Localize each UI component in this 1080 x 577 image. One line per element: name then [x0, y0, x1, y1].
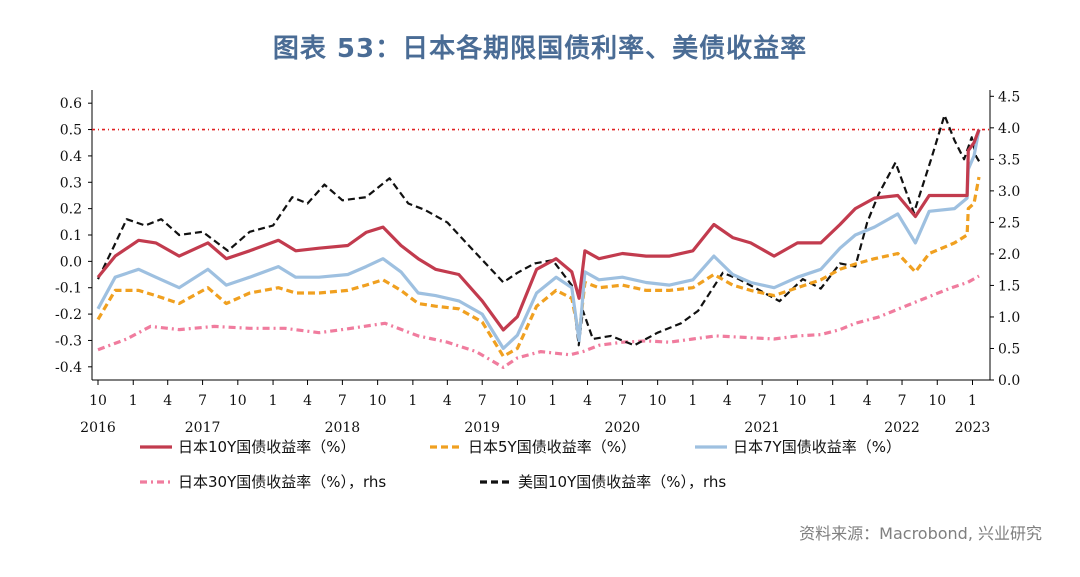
x-tick-label: 1 [129, 393, 138, 409]
year-label: 2023 [955, 420, 991, 436]
legend-label: 日本10Y国债收益率（%） [178, 438, 356, 456]
x-tick-label: 4 [583, 393, 592, 409]
series-line-0 [96, 128, 981, 332]
right-tick-label: 1.0 [998, 310, 1020, 326]
x-tick-label: 10 [789, 393, 807, 409]
right-tick-label: 3.0 [998, 184, 1020, 200]
year-label: 2016 [80, 420, 116, 436]
x-tick-label: 4 [303, 393, 312, 409]
x-tick-label: 7 [618, 393, 627, 409]
year-label: 2017 [185, 420, 221, 436]
chart-legend: 日本10Y国债收益率（%） 日本5Y国债收益率（%） 日本7Y国债收益率（%） 日本3… [140, 438, 901, 491]
x-tick-label: 7 [478, 393, 487, 409]
left-tick-label: 0.2 [60, 202, 82, 218]
right-tick-label: 2.5 [998, 215, 1020, 231]
x-tick-label: 1 [269, 393, 278, 409]
right-tick-label: 3.5 [998, 152, 1020, 168]
x-tick-label: 7 [338, 393, 347, 409]
right-tick-label: 0.5 [998, 341, 1020, 357]
x-tick-label: 1 [408, 393, 417, 409]
legend-label: 日本30Y国债收益率（%），rhs [178, 473, 386, 491]
right-tick-label: 2.0 [998, 247, 1020, 263]
x-tick-label: 4 [163, 393, 172, 409]
left-tick-label: 0.1 [60, 228, 82, 244]
series-line-2 [96, 129, 981, 350]
right-tick-label: 1.5 [998, 278, 1020, 294]
left-tick-label: 0.4 [60, 149, 82, 165]
right-tick-label: 4.0 [998, 121, 1020, 137]
x-tick-label: 1 [968, 393, 977, 409]
x-tick-label: 7 [898, 393, 907, 409]
left-tick-label: 0.5 [60, 123, 82, 139]
year-label: 2019 [464, 420, 500, 436]
chart-title: 图表 53：日本各期限国债利率、美债收益率 [272, 34, 808, 64]
left-tick-label: 0.0 [60, 254, 82, 270]
series-line-3 [97, 274, 980, 369]
x-tick-label: 7 [198, 393, 207, 409]
x-tick-label: 1 [548, 393, 557, 409]
left-tick-label: -0.4 [55, 360, 82, 376]
x-tick-label: 10 [89, 393, 107, 409]
source-note: 资料来源：Macrobond, 兴业研究 [799, 524, 1042, 543]
right-tick-label: 0.0 [998, 373, 1020, 389]
x-tick-label: 10 [369, 393, 387, 409]
x-tick-label: 10 [229, 393, 247, 409]
left-tick-label: -0.1 [55, 281, 82, 297]
left-tick-label: 0.3 [60, 175, 82, 191]
x-tick-label: 10 [509, 393, 527, 409]
year-label: 2021 [744, 420, 780, 436]
left-tick-label: 0.6 [60, 96, 82, 112]
legend-label: 日本7Y国债收益率（%） [733, 438, 901, 456]
x-tick-label: 4 [863, 393, 872, 409]
series-line-4 [97, 114, 981, 347]
left-tick-label: -0.2 [55, 307, 82, 323]
x-tick-label: 7 [758, 393, 767, 409]
x-tick-label: 10 [928, 393, 946, 409]
x-tick-label: 1 [688, 393, 697, 409]
year-label: 2022 [884, 420, 920, 436]
legend-label: 美国10Y国债收益率（%），rhs [518, 473, 726, 491]
series-lines [96, 114, 981, 369]
year-label: 2018 [325, 420, 361, 436]
x-tick-label: 1 [828, 393, 837, 409]
chart-axes: 0.6 0.5 0.4 0.3 0.2 0.1 0.0 -0.1 -0.2 -0.3 -0.4 4.5… [55, 89, 1020, 436]
x-tick-label: 4 [723, 393, 732, 409]
year-label: 2020 [605, 420, 641, 436]
x-tick-label: 10 [649, 393, 667, 409]
right-tick-label: 4.5 [998, 89, 1020, 105]
left-tick-label: -0.3 [55, 333, 82, 349]
legend-label: 日本5Y国债收益率（%） [468, 438, 636, 456]
x-tick-label: 4 [443, 393, 452, 409]
